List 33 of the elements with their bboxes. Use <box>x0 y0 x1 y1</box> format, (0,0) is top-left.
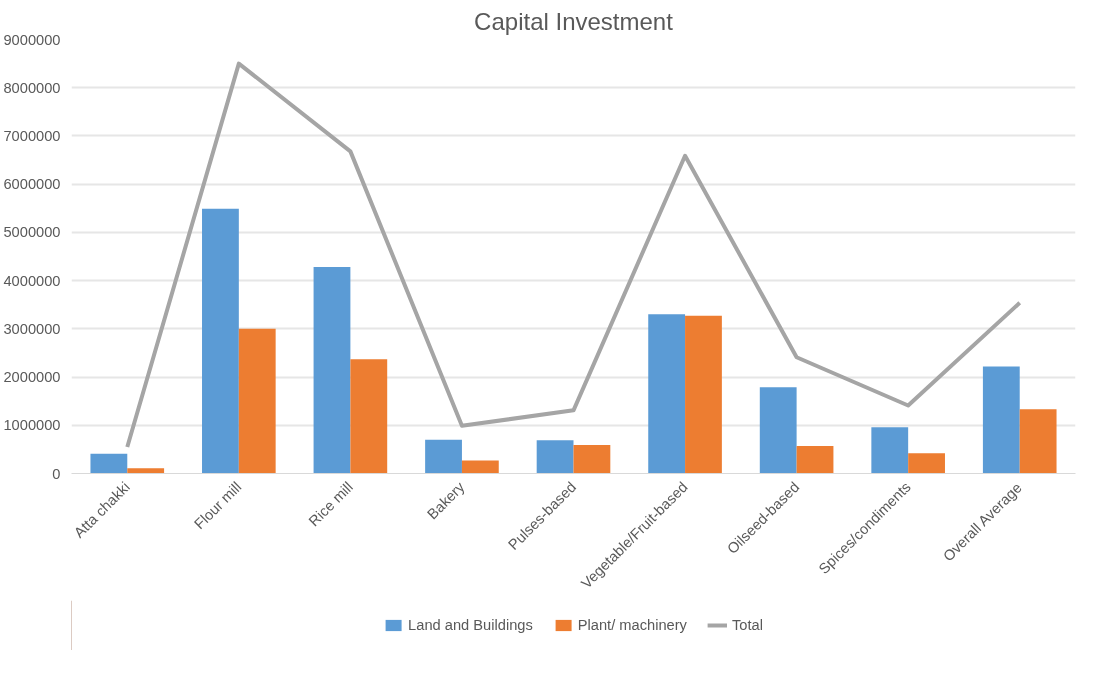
bar <box>573 445 611 474</box>
bar <box>871 427 909 474</box>
line-series <box>125 61 1022 449</box>
y-tick-label: 5000000 <box>3 224 61 241</box>
y-tick-label: 0 <box>52 465 61 482</box>
bar <box>202 208 239 474</box>
legend-label: Total <box>731 617 763 633</box>
bar <box>1019 409 1057 474</box>
bar <box>350 359 388 474</box>
y-tick-label: 2000000 <box>3 369 61 386</box>
bar <box>982 366 1020 474</box>
bar <box>238 328 276 474</box>
y-tick-label: 1000000 <box>3 417 61 434</box>
y-tick-label: 7000000 <box>3 127 61 144</box>
y-tick-label: 6000000 <box>3 176 61 193</box>
bar <box>796 446 834 474</box>
bar <box>425 439 462 474</box>
y-tick-label: 4000000 <box>3 272 61 289</box>
y-tick-label: 8000000 <box>3 79 61 96</box>
bar <box>759 387 797 474</box>
bar <box>685 315 722 474</box>
y-tick-label: 3000000 <box>3 320 61 337</box>
bar <box>313 267 351 474</box>
bar <box>461 460 499 474</box>
bar <box>90 453 128 474</box>
chart-title: Capital Investment <box>474 7 674 35</box>
bar <box>648 314 686 474</box>
bar <box>908 453 945 474</box>
legend-label: Land and Buildings <box>408 617 533 633</box>
legend-label: Plant/ machinery <box>577 617 687 633</box>
bar <box>536 440 574 474</box>
y-tick-label: 9000000 <box>3 31 61 48</box>
bar <box>127 468 165 474</box>
